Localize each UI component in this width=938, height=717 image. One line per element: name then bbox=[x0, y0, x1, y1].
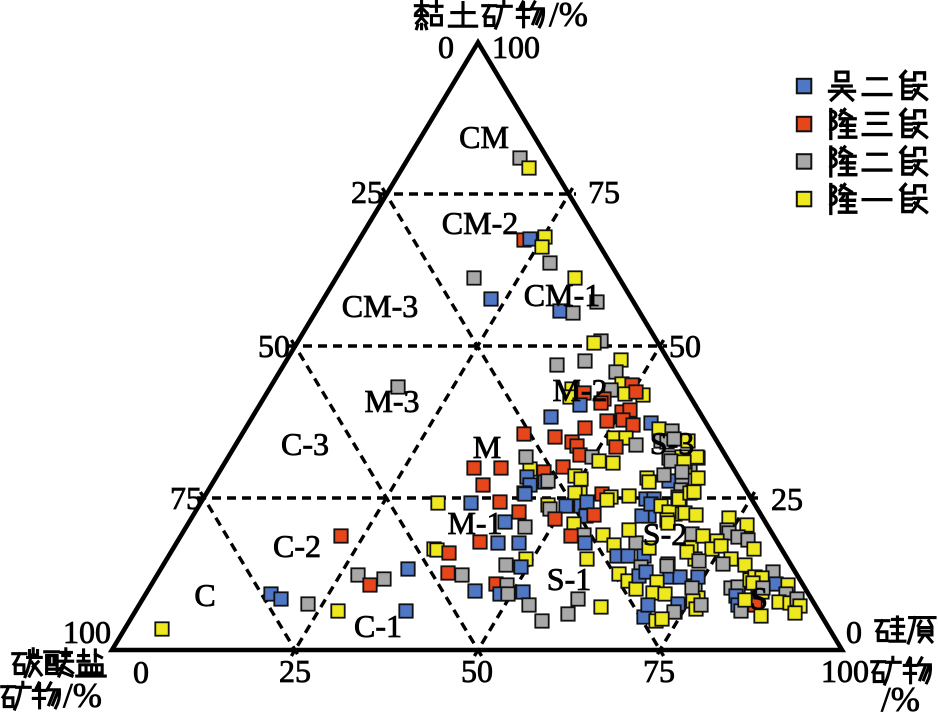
svg-text:C: C bbox=[194, 577, 215, 613]
svg-text:S: S bbox=[750, 580, 768, 616]
svg-text:CM: CM bbox=[459, 119, 509, 155]
svg-text:50: 50 bbox=[461, 653, 493, 689]
svg-text:M-3: M-3 bbox=[364, 383, 419, 419]
svg-text:100: 100 bbox=[63, 614, 111, 650]
svg-text:100: 100 bbox=[492, 29, 540, 65]
svg-text:25: 25 bbox=[279, 653, 311, 689]
svg-text:0: 0 bbox=[133, 654, 149, 690]
svg-text:50: 50 bbox=[669, 328, 701, 364]
svg-text:CM-1: CM-1 bbox=[524, 277, 600, 313]
svg-text:C-2: C-2 bbox=[273, 528, 321, 564]
svg-text:C-1: C-1 bbox=[354, 608, 402, 644]
svg-text:CM-3: CM-3 bbox=[342, 288, 418, 324]
svg-text:75: 75 bbox=[170, 480, 202, 516]
svg-text:75: 75 bbox=[588, 174, 620, 210]
svg-text:25: 25 bbox=[771, 481, 803, 517]
svg-text:50: 50 bbox=[258, 328, 290, 364]
svg-text:S-2: S-2 bbox=[643, 516, 687, 552]
svg-text:C-3: C-3 bbox=[281, 426, 329, 462]
svg-text:/%: /% bbox=[63, 676, 102, 715]
svg-text:/%: /% bbox=[549, 0, 588, 34]
svg-text:100: 100 bbox=[821, 653, 869, 689]
svg-text:M-1: M-1 bbox=[447, 505, 502, 541]
svg-text:0: 0 bbox=[846, 614, 862, 650]
svg-text:M: M bbox=[473, 429, 501, 465]
svg-text:75: 75 bbox=[643, 653, 675, 689]
svg-text:M-2: M-2 bbox=[552, 372, 607, 408]
svg-text:S-1: S-1 bbox=[547, 561, 591, 597]
svg-text:/%: /% bbox=[881, 680, 920, 717]
svg-text:CM-2: CM-2 bbox=[442, 205, 518, 241]
svg-text:25: 25 bbox=[351, 174, 383, 210]
svg-text:0: 0 bbox=[438, 29, 454, 65]
svg-text:S-3: S-3 bbox=[650, 425, 694, 461]
